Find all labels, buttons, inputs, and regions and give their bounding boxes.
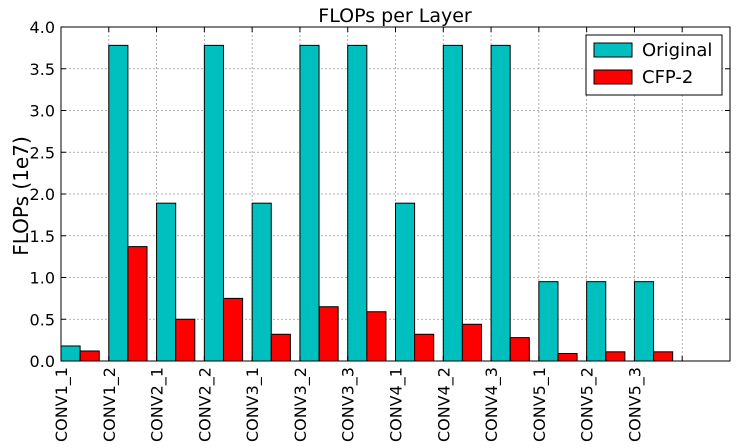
y-tick-label: 3.0 [30,102,55,121]
bar-original-conv3-3 [347,44,368,362]
bar-original-conv3-2 [299,44,320,362]
bar-original-conv5-2 [586,281,607,362]
bar-original-conv3-1 [251,202,272,362]
y-axis-label: FLOPs (1e7) [9,136,33,256]
axis-ticks [60,26,730,362]
legend: Original CFP-2 [585,34,723,96]
y-tick-label: 2.0 [30,185,55,204]
bar-original-conv4-3 [490,44,511,362]
bar-cfp-2-conv4-2 [461,323,483,362]
x-tick-label: CONV2_2 [195,367,215,442]
bar-original-conv5-3 [633,281,655,362]
bar-original-conv4-1 [395,202,416,362]
x-tick-label: CONV1_2 [100,367,120,442]
bars [60,44,674,362]
legend-label: CFP-2 [642,67,693,88]
bar-cfp-2-conv1-2 [127,246,148,362]
x-tick-label: CONV3_3 [339,367,359,442]
bar-cfp-2-conv5-2 [605,351,626,362]
x-tick-label: CONV5_3 [625,367,645,442]
x-tick-labels: CONV1_1 CONV1_2 CONV2_1 CONV2_2 CONV3_1 CONV3… [52,367,645,442]
bar-cfp-2-conv1-1 [79,350,100,362]
bar-cfp-2-conv4-3 [509,337,530,362]
x-tick-label: CONV3_2 [291,367,311,442]
y-tick-label: 2.5 [30,143,55,162]
x-tick-label: CONV5_2 [578,367,598,442]
x-tick-label: CONV5_1 [530,367,550,442]
x-tick-label: CONV1_1 [52,367,72,442]
bar-cfp-2-conv5-1 [557,352,578,362]
bar-original-conv2-2 [203,44,224,362]
x-tick-label: CONV4_1 [387,367,407,442]
bar-original-conv4-2 [442,44,463,362]
y-tick-labels: 0.0 0.5 1.0 1.5 2.0 2.5 3.0 3.5 4.0 [30,18,55,371]
bar-original-conv1-2 [108,44,129,362]
bar-cfp-2-conv2-1 [175,318,196,362]
bar-cfp-2-conv3-3 [366,311,387,362]
y-tick-label: 0.0 [30,352,55,371]
legend-label: Original [642,40,712,61]
bar-original-conv2-1 [156,202,177,362]
x-tick-label: CONV4_3 [482,367,502,442]
legend-swatch [593,42,633,58]
bar-cfp-2-conv3-2 [318,306,339,362]
bar-original-conv1-1 [60,345,81,362]
bar-cfp-2-conv3-1 [270,333,291,362]
bar-cfp-2-conv2-2 [222,297,244,362]
x-tick-label: CONV2_1 [148,367,168,442]
y-tick-label: 4.0 [30,18,55,37]
y-tick-label: 3.5 [30,60,55,79]
bar-original-conv5-1 [538,281,559,362]
chart-title: FLOPs per Layer [318,5,472,27]
x-tick-label: CONV4_2 [434,367,454,442]
bar-cfp-2-conv5-3 [653,351,674,362]
bar-cfp-2-conv4-1 [414,333,435,362]
y-tick-label: 1.5 [30,227,55,246]
y-tick-label: 0.5 [30,310,55,329]
legend-swatch [593,69,633,85]
y-tick-label: 1.0 [30,269,55,288]
x-tick-label: CONV3_1 [243,367,263,442]
